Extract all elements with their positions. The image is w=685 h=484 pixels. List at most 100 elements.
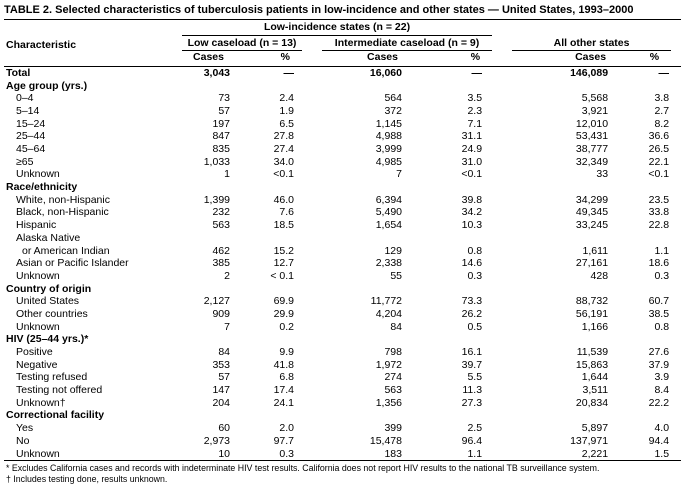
cases-cell: 20,834: [575, 396, 609, 409]
section-row: Correctional facility: [4, 409, 681, 422]
row-label: Alaska Native: [16, 231, 81, 244]
pct-cell: 29.9: [273, 307, 294, 320]
pct-cell: [422, 333, 502, 346]
cases-cell: 3,043: [203, 66, 230, 79]
table-row: Total 3,043 — 16,060 — 146,089 —: [4, 66, 681, 79]
cases-cell: [172, 181, 248, 194]
pct-cell: 4.0: [654, 422, 670, 435]
subheader-spacer: [4, 51, 172, 67]
cases-cell: [502, 232, 630, 245]
pct-cell: 3.8: [654, 92, 670, 105]
tb-characteristics-table: Low-incidence states (n = 22) Characteri…: [4, 19, 682, 462]
pct-cell: 24.1: [273, 396, 294, 409]
cases-cell: 84: [390, 320, 402, 333]
section-row: HIV (25–44 yrs.)*: [4, 333, 681, 346]
cases-cell: 1,972: [375, 358, 402, 371]
table-row: Positive 84 9.9 798 16.1 11,539 27.6: [4, 346, 681, 359]
row-label: Total: [6, 66, 31, 79]
footnotes: * Excludes California cases and records …: [4, 461, 681, 484]
cases-cell: 15,863: [575, 358, 609, 371]
cases-cell: 2,973: [203, 434, 230, 447]
cases-cell: [312, 409, 422, 422]
pct-cell: 26.5: [648, 143, 670, 155]
row-label: Hispanic: [16, 219, 57, 232]
pct-cell: [248, 333, 312, 346]
low-caseload-group-header: Low caseload (n = 13): [172, 36, 312, 52]
footnote-dagger: † Includes testing done, results unknown…: [6, 473, 168, 484]
pct-cell: [248, 181, 312, 194]
cases-cell: 1,654: [375, 219, 402, 232]
cases-cell: 6,394: [375, 193, 402, 206]
cases-cell: 2,127: [203, 295, 230, 308]
pct-cell: 0.3: [279, 447, 294, 460]
cases-cell: 1,033: [203, 155, 230, 168]
row-label: Correctional facility: [6, 409, 105, 422]
table-header: Low-incidence states (n = 22) Characteri…: [4, 20, 682, 67]
pct-cell: 31.1: [461, 130, 483, 143]
row-label: Country of origin: [6, 282, 92, 295]
section-row: Country of origin: [4, 282, 681, 295]
pct-cell: <0.1: [461, 168, 483, 181]
low-incidence-states-group-header: Low-incidence states (n = 22): [172, 20, 502, 36]
group-header-row: Characteristic Low caseload (n = 13) Int…: [4, 36, 681, 52]
cases-cell: 84: [218, 346, 230, 358]
pct-cell: 22.1: [648, 155, 670, 168]
pct-cell: 14.6: [461, 257, 483, 270]
pct-cell: [630, 282, 681, 295]
row-label: Testing not offered: [16, 384, 103, 397]
pct-cell: 39.8: [461, 193, 483, 206]
pct-cell: [422, 79, 502, 92]
pct-cell: 2.4: [279, 92, 294, 105]
cases-cell: 197: [212, 117, 230, 130]
cases-cell: 204: [212, 396, 230, 409]
cases-cell: 353: [212, 358, 230, 371]
pct-cell: 16.1: [461, 346, 483, 358]
table-row: Testing not offered 147 17.4 563 11.3 3,511 8.…: [4, 384, 681, 397]
pct-cell: [630, 333, 681, 346]
cases-header-low: Cases: [172, 51, 248, 67]
pct-cell: 39.7: [461, 358, 483, 371]
pct-header-intermediate: %: [422, 51, 503, 67]
pct-cell: 0.8: [654, 320, 670, 333]
cases-cell: 385: [212, 257, 230, 270]
pct-cell: 17.4: [273, 384, 294, 397]
table-row: ≥65 1,033 34.0 4,985 31.0 32,349 22.1: [4, 156, 681, 169]
table-row: Unknown 7 0.2 84 0.5 1,166 0.8: [4, 321, 681, 334]
row-label: Asian or Pacific Islander: [16, 257, 129, 270]
pct-cell: 3.9: [654, 371, 670, 384]
pct-cell: [630, 409, 681, 422]
pct-cell: 0.3: [467, 269, 483, 282]
pct-cell: 26.2: [461, 307, 483, 320]
characteristic-header: Characteristic: [6, 38, 77, 51]
cases-cell: 10: [218, 447, 230, 460]
row-label: 15–24: [16, 117, 46, 130]
table-body: Total 3,043 — 16,060 — 146,089 — Age group (yrs…: [4, 66, 681, 460]
cases-header-intermediate: Cases: [312, 51, 422, 67]
row-label: 5–14: [16, 104, 40, 117]
pct-cell: 12.7: [273, 257, 294, 270]
pct-cell: [422, 409, 502, 422]
pct-cell: 3.5: [467, 92, 483, 105]
cases-cell: 12,010: [575, 117, 609, 130]
table-row: White, non-Hispanic 1,399 46.0 6,394 39.8 34,…: [4, 194, 681, 207]
section-row: Age group (yrs.): [4, 79, 681, 92]
pct-cell: —: [471, 66, 483, 79]
pct-cell: 2.0: [279, 422, 294, 435]
table-row: 0–4 73 2.4 564 3.5 5,568 3.8: [4, 92, 681, 105]
cases-cell: [502, 79, 630, 92]
cases-cell: 32,349: [575, 155, 609, 168]
cases-cell: 3,999: [375, 143, 402, 155]
pct-cell: 22.2: [648, 396, 670, 409]
pct-cell: 37.9: [648, 358, 670, 371]
pct-cell: 97.7: [273, 434, 294, 447]
row-label: Negative: [16, 358, 58, 371]
pct-cell: 22.8: [648, 219, 670, 232]
row-label: or American Indian: [22, 244, 110, 257]
cases-cell: [502, 181, 630, 194]
cases-cell: [502, 409, 630, 422]
pct-cell: 1.1: [654, 244, 670, 257]
cases-cell: 232: [212, 206, 230, 219]
pct-cell: [248, 79, 312, 92]
pct-cell: 23.5: [648, 193, 670, 206]
table-row: Asian or Pacific Islander 385 12.7 2,338 14.…: [4, 257, 681, 270]
